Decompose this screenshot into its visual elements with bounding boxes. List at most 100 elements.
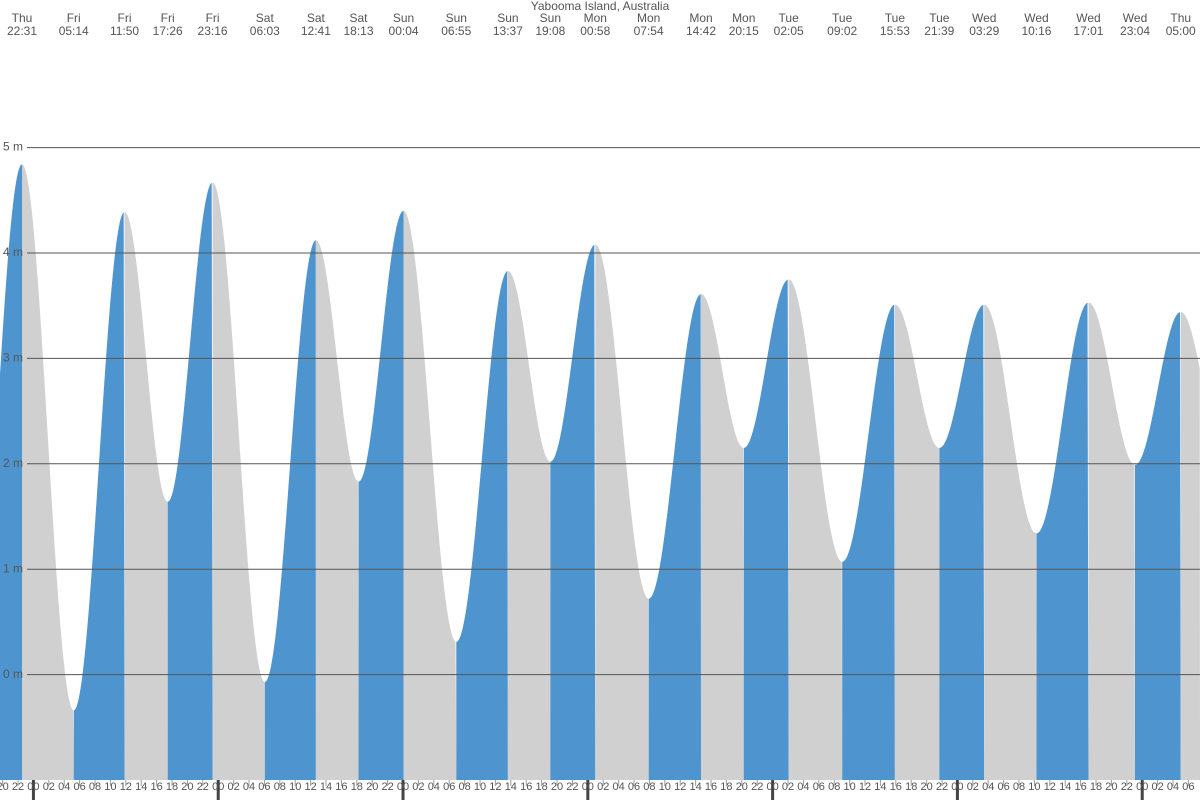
hour-label: 22 [381,781,393,793]
hour-label: 12 [489,781,501,793]
hour-label: 20 [1105,781,1117,793]
hour-label: 00 [212,781,224,793]
hour-label: 16 [520,781,532,793]
y-tick-label: 4 m [3,245,23,259]
y-tick-label: 1 m [3,561,23,575]
hour-label: 20 [181,781,193,793]
rising-tide [939,304,985,780]
hour-label: 06 [813,781,825,793]
hour-label: 02 [967,781,979,793]
hour-label: 00 [397,781,409,793]
hour-strip [0,780,1200,800]
hour-label: 22 [751,781,763,793]
hour-label: 16 [1074,781,1086,793]
hour-label: 22 [1121,781,1133,793]
time-label: 19:08 [535,24,565,38]
chart-title: Yabooma Island, Australia [531,0,670,13]
rising-tide [456,271,508,780]
day-label: Sun [393,11,414,25]
time-label: 10:16 [1021,24,1051,38]
hour-label: 00 [951,781,963,793]
hour-label: 10 [474,781,486,793]
day-label: Sun [446,11,467,25]
time-label: 14:42 [686,24,716,38]
time-label: 06:03 [250,24,280,38]
rising-tide [1036,302,1089,780]
hour-label: 00 [27,781,39,793]
hour-label: 04 [58,781,70,793]
hour-label: 14 [320,781,332,793]
hour-label: 04 [428,781,440,793]
falling-tide [984,304,1037,780]
hour-label: 18 [535,781,547,793]
hour-label: 08 [458,781,470,793]
rising-tide [1135,312,1181,780]
hour-label: 14 [1059,781,1071,793]
hour-label: 20 [551,781,563,793]
hour-label: 08 [89,781,101,793]
day-label: Mon [732,11,755,25]
time-label: 03:29 [969,24,999,38]
time-label: 05:00 [1166,24,1196,38]
rising-tide [842,304,895,780]
time-label: 02:05 [774,24,804,38]
hour-label: 06 [443,781,455,793]
hour-label: 12 [859,781,871,793]
falling-tide [701,294,744,780]
hour-label: 20 [920,781,932,793]
day-label: Fri [67,11,81,25]
falling-tide [124,211,168,780]
time-label: 00:58 [580,24,610,38]
hour-label: 04 [243,781,255,793]
hour-label: 06 [73,781,85,793]
hour-label: 02 [43,781,55,793]
hour-label: 08 [1013,781,1025,793]
rising-tide [743,279,789,780]
hour-label: 08 [828,781,840,793]
time-label: 17:01 [1073,24,1103,38]
hour-label: 18 [166,781,178,793]
time-label: 11:50 [110,24,139,38]
day-label: Mon [637,11,660,25]
hour-label: 02 [227,781,239,793]
hour-label: 16 [150,781,162,793]
time-label: 12:41 [301,24,331,38]
time-label: 07:54 [634,24,664,38]
day-label: Sun [540,11,561,25]
hour-label: 22 [936,781,948,793]
falling-tide [595,244,649,780]
day-label: Tue [929,11,950,25]
hour-label: 12 [1044,781,1056,793]
rising-tide [167,182,213,780]
hour-label: 14 [135,781,147,793]
hour-label: 16 [890,781,902,793]
time-label: 13:37 [493,24,523,38]
hour-label: 04 [982,781,994,793]
hour-label: 12 [120,781,132,793]
hour-label: 02 [782,781,794,793]
day-label: Wed [1024,11,1048,25]
hour-label: 18 [351,781,363,793]
hour-label: 06 [997,781,1009,793]
y-tick-label: 2 m [3,456,23,470]
falling-tide [1180,312,1200,780]
rising-tide [550,244,596,781]
hour-label: 02 [597,781,609,793]
day-label: Sat [256,11,275,25]
hour-label: 00 [1136,781,1148,793]
day-label: Fri [161,11,175,25]
falling-tide [315,240,359,781]
hour-label: 04 [612,781,624,793]
hour-label: 08 [274,781,286,793]
hour-label: 14 [874,781,886,793]
hour-label: 04 [1167,781,1179,793]
hour-label: 06 [258,781,270,793]
y-tick-label: 0 m [3,667,23,681]
day-label: Tue [779,11,800,25]
time-label: 23:16 [198,24,228,38]
hour-label: 22 [197,781,209,793]
rising-tide [264,240,316,781]
rising-tide [0,164,22,780]
day-label: Wed [1076,11,1100,25]
